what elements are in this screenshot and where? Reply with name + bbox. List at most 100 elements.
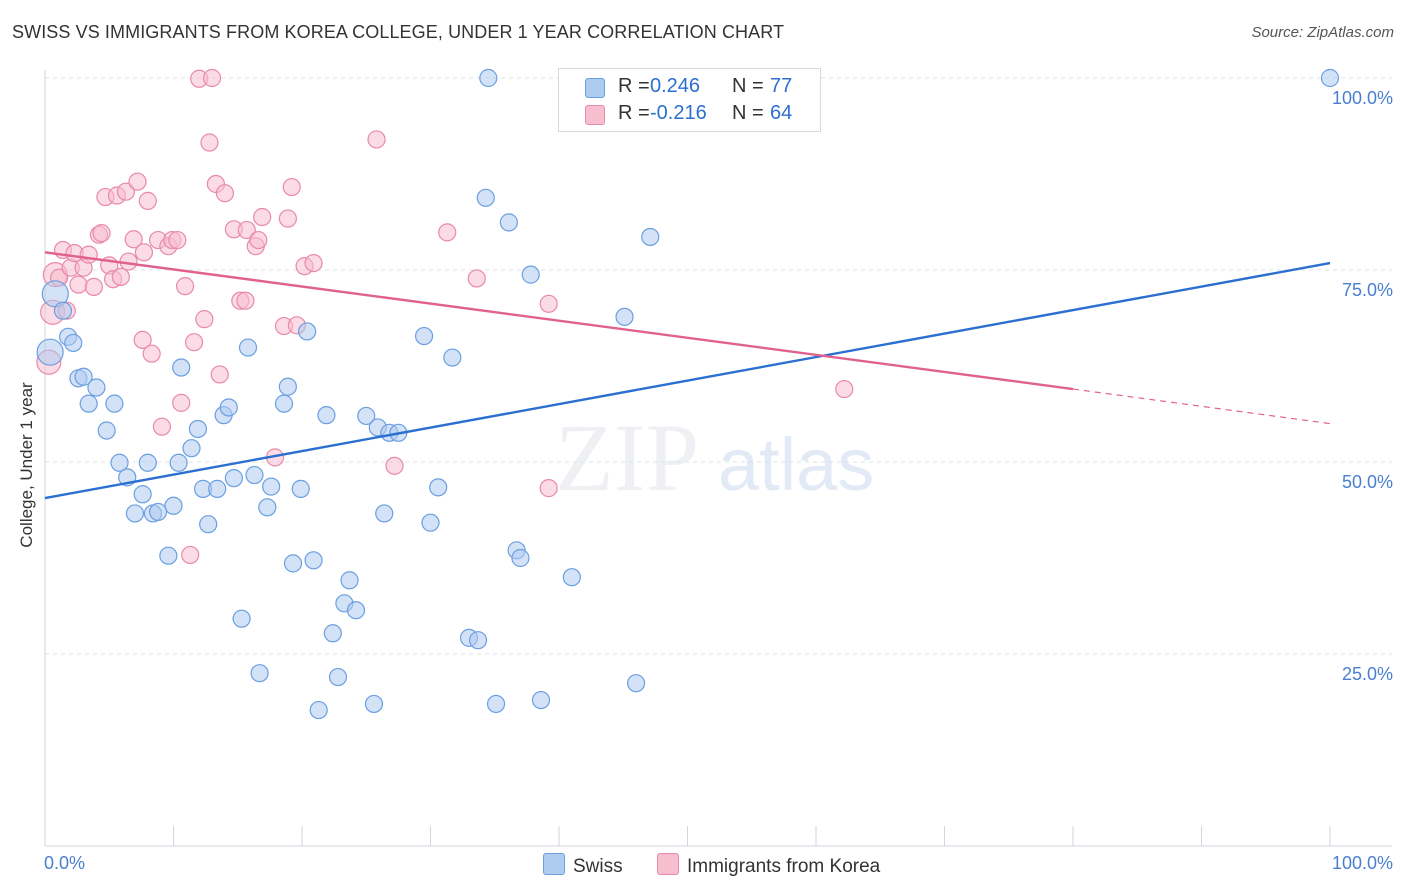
korea-point: [79, 245, 98, 264]
swiss-point: [283, 554, 303, 573]
swiss-point: [219, 398, 238, 417]
korea-n-label: N =: [732, 102, 764, 124]
y-tick-label: 25.0%: [1342, 664, 1393, 684]
swiss-point: [232, 609, 251, 628]
swiss-point: [199, 515, 218, 534]
korea-point: [202, 68, 222, 88]
korea-point: [69, 275, 88, 294]
swiss-point: [531, 690, 551, 710]
swiss-point: [172, 358, 191, 377]
korea-point: [200, 133, 219, 152]
swiss-point: [328, 667, 348, 687]
correlation-legend: R = 0.246 N = 77 R = -0.216 N = 64: [558, 68, 821, 132]
bottom-legend-korea: Immigrants from Korea: [657, 853, 880, 878]
swiss-point: [364, 694, 384, 714]
swiss-point: [278, 377, 297, 396]
korea-legend-label: Immigrants from Korea: [687, 856, 881, 877]
tick-labels: 25.0% 50.0% 75.0% 100.0% 0.0% 100.0%: [44, 88, 1393, 873]
swiss-point: [125, 504, 145, 523]
swiss-point: [309, 700, 328, 720]
swiss-point: [476, 188, 495, 207]
korea-trend-extension: [1072, 388, 1331, 425]
swiss-point: [421, 513, 440, 532]
korea-n-value: 64: [770, 102, 793, 124]
swiss-point: [169, 453, 188, 472]
swiss-point: [357, 406, 376, 426]
korea-point: [282, 177, 301, 197]
korea-point: [138, 191, 157, 210]
korea-point: [184, 333, 204, 352]
swiss-point: [105, 394, 124, 413]
swiss-point: [36, 338, 64, 366]
korea-point: [133, 330, 152, 349]
korea-point: [253, 207, 272, 227]
swiss-point: [182, 439, 201, 458]
swiss-r-label: R =: [618, 75, 650, 97]
x-tick-label: 0.0%: [44, 853, 85, 873]
y-tick-label: 100.0%: [1332, 88, 1393, 108]
korea-point: [304, 253, 323, 273]
legend-row-korea: R = -0.216 N = 64: [559, 101, 820, 127]
watermark: ZIP atlas: [555, 404, 874, 511]
swiss-point: [164, 496, 183, 515]
swiss-point: [429, 478, 448, 497]
swiss-point: [562, 568, 581, 587]
korea-r-label: R =: [618, 102, 650, 124]
korea-point: [172, 393, 191, 412]
swiss-point: [64, 333, 83, 353]
swiss-n-value: 77: [770, 75, 793, 97]
korea-point: [215, 184, 234, 203]
swiss-point: [521, 265, 540, 284]
swiss-point: [414, 326, 434, 346]
swiss-swatch: [585, 78, 605, 98]
korea-point: [210, 365, 229, 384]
swiss-points: [36, 68, 1340, 720]
swiss-point: [340, 571, 359, 590]
swiss-n-label: N =: [732, 75, 764, 97]
korea-point: [835, 379, 854, 399]
korea-point: [84, 277, 103, 296]
chart-title: SWISS VS IMMIGRANTS FROM KOREA COLLEGE, …: [12, 22, 785, 42]
swiss-point: [298, 322, 317, 341]
korea-point: [168, 230, 187, 250]
bottom-legend-swiss: Swiss: [543, 853, 623, 878]
korea-point: [142, 344, 161, 363]
swiss-point: [133, 485, 152, 504]
y-tick-label: 75.0%: [1342, 280, 1393, 300]
korea-point: [124, 230, 143, 249]
source-label: Source: ZipAtlas.com: [1251, 24, 1394, 41]
swiss-point: [479, 68, 498, 88]
swiss-point: [274, 394, 294, 413]
swiss-trend-line: [44, 261, 1331, 500]
korea-point: [195, 310, 214, 329]
korea-point: [116, 182, 136, 201]
swiss-point: [511, 548, 530, 568]
swiss-point: [615, 307, 634, 326]
swiss-point: [238, 338, 258, 357]
y-tick-label: 50.0%: [1342, 472, 1393, 492]
axes: [44, 70, 1392, 847]
swiss-point: [148, 502, 168, 522]
swiss-point: [626, 674, 646, 693]
swiss-point: [262, 477, 281, 496]
swiss-point: [208, 479, 227, 498]
korea-point: [237, 220, 256, 240]
watermark-zip: ZIP: [555, 404, 699, 511]
korea-swatch: [585, 105, 605, 125]
korea-point: [175, 277, 195, 296]
swiss-r-value: 0.246: [650, 75, 701, 97]
swiss-point: [188, 419, 208, 439]
korea-point: [278, 209, 297, 228]
swiss-point: [317, 406, 336, 425]
swiss-point: [346, 601, 366, 620]
korea-point: [367, 130, 386, 149]
korea-point: [539, 294, 558, 313]
swiss-point: [443, 348, 462, 367]
swiss-point: [499, 213, 518, 232]
swiss-point: [97, 421, 116, 440]
swiss-point: [87, 378, 106, 397]
swiss-point: [258, 498, 277, 517]
swiss-point: [250, 664, 269, 683]
swiss-point: [641, 227, 660, 247]
